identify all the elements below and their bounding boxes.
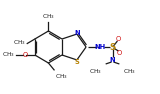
Text: O: O [117, 50, 122, 56]
Text: CH$_3$: CH$_3$ [42, 12, 55, 21]
Text: O: O [116, 36, 121, 42]
Text: CH$_3$: CH$_3$ [13, 38, 26, 47]
Text: CH$_3$: CH$_3$ [55, 72, 68, 81]
Text: NH: NH [94, 44, 105, 50]
Text: N: N [75, 30, 80, 36]
Text: CH$_3$: CH$_3$ [2, 51, 15, 59]
Text: O: O [22, 52, 28, 58]
Text: CH$_3$: CH$_3$ [123, 67, 136, 76]
Text: N: N [110, 57, 115, 63]
Text: CH$_3$: CH$_3$ [89, 67, 102, 76]
Text: S: S [109, 42, 116, 52]
Text: S: S [75, 59, 80, 65]
